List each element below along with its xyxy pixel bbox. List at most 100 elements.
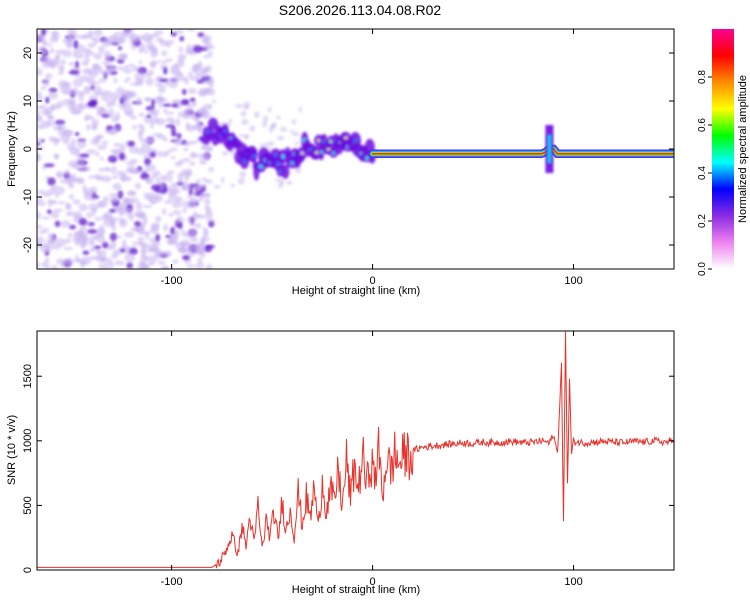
noise-speckle <box>117 190 124 200</box>
noise-speckle <box>172 79 181 82</box>
noise-speckle <box>181 229 187 237</box>
noise-speckle <box>43 163 55 168</box>
noise-speckle <box>150 49 159 58</box>
noise-speckle <box>74 132 80 136</box>
noise-speckle <box>109 240 117 249</box>
noise-speckle <box>65 212 72 217</box>
noise-speckle <box>235 103 243 109</box>
noise-speckle <box>46 209 53 215</box>
noise-speckle <box>84 113 91 121</box>
noise-speckle <box>279 126 288 132</box>
signal-blob <box>281 164 290 179</box>
noise-speckle <box>47 115 55 120</box>
noise-speckle <box>192 64 199 68</box>
x-tick-label: 100 <box>564 275 582 287</box>
noise-speckles <box>37 29 302 269</box>
noise-speckle <box>148 243 159 251</box>
noise-speckle <box>197 257 203 263</box>
signal-blob-core <box>275 161 281 166</box>
noise-speckle <box>164 199 173 205</box>
noise-speckle <box>50 211 60 219</box>
noise-speckle <box>92 64 100 69</box>
noise-speckle <box>38 230 46 235</box>
noise-speckle <box>115 111 121 121</box>
noise-speckle <box>202 227 208 232</box>
noise-speckle <box>127 140 136 147</box>
noise-speckle <box>124 253 136 263</box>
signal-blob-core <box>206 130 210 134</box>
noise-speckle <box>186 264 196 268</box>
noise-speckle <box>37 91 42 96</box>
noise-speckle <box>189 204 198 209</box>
noise-speckle <box>101 93 110 102</box>
noise-speckle <box>78 168 88 173</box>
noise-speckle <box>102 59 111 67</box>
noise-speckle <box>69 97 76 107</box>
noise-speckle <box>90 99 98 107</box>
noise-speckle <box>70 109 81 115</box>
noise-speckle <box>166 239 175 245</box>
noise-speckle <box>97 250 108 256</box>
colorbar-tick-label: 0.0 <box>697 262 708 276</box>
noise-speckle <box>144 49 149 54</box>
spectrogram-ylabel: Frequency (Hz) <box>6 111 18 187</box>
noise-speckle <box>68 224 77 230</box>
noise-speckle <box>165 58 173 62</box>
signal-trace <box>201 117 376 181</box>
noise-speckle <box>107 155 118 163</box>
noise-speckle <box>64 88 74 96</box>
noise-speckle <box>192 45 203 53</box>
noise-speckle <box>139 254 148 262</box>
noise-speckle <box>51 31 60 40</box>
noise-speckle <box>190 153 201 157</box>
noise-speckle <box>180 100 190 106</box>
noise-speckle <box>294 166 302 174</box>
noise-speckle <box>45 96 50 104</box>
noise-speckle <box>42 43 53 47</box>
noise-speckle <box>178 247 184 252</box>
noise-speckle <box>72 199 81 205</box>
noise-speckle <box>143 192 149 200</box>
noise-speckle <box>208 103 213 110</box>
noise-speckle <box>47 199 57 204</box>
noise-speckle <box>173 230 180 237</box>
noise-speckle <box>37 142 41 146</box>
noise-speckle <box>65 39 73 48</box>
noise-speckle <box>195 118 201 125</box>
noise-speckle <box>137 80 144 85</box>
noise-speckle <box>185 194 194 199</box>
noise-speckle <box>93 245 102 250</box>
noise-speckle <box>116 95 122 100</box>
noise-speckle <box>198 153 204 161</box>
noise-speckle <box>292 131 300 137</box>
noise-speckle <box>101 140 109 146</box>
noise-speckle <box>87 42 96 48</box>
noise-speckle <box>193 123 203 130</box>
noise-speckle <box>130 115 137 120</box>
noise-speckle <box>99 157 105 161</box>
noise-speckle <box>195 262 205 269</box>
noise-speckle <box>154 83 164 87</box>
noise-speckle <box>149 227 159 235</box>
noise-speckle <box>253 111 260 118</box>
noise-speckle <box>68 62 75 66</box>
noise-speckle <box>98 78 107 83</box>
noise-speckle <box>203 55 209 59</box>
noise-speckle <box>118 46 123 51</box>
noise-speckle <box>37 35 44 43</box>
noise-speckle <box>61 129 73 137</box>
noise-speckle <box>74 74 82 78</box>
noise-speckle <box>117 54 127 61</box>
noise-speckle <box>164 250 172 257</box>
noise-speckle <box>80 241 89 247</box>
noise-speckle <box>153 112 158 117</box>
signal-blob-hot <box>329 140 334 143</box>
noise-speckle <box>204 45 216 50</box>
noise-speckle <box>50 184 59 191</box>
noise-speckle <box>165 124 176 128</box>
noise-speckle <box>291 119 297 125</box>
noise-speckle <box>80 61 89 65</box>
spectrogram-plot-area <box>37 29 674 269</box>
noise-speckle <box>37 68 43 76</box>
noise-speckle <box>137 66 148 75</box>
